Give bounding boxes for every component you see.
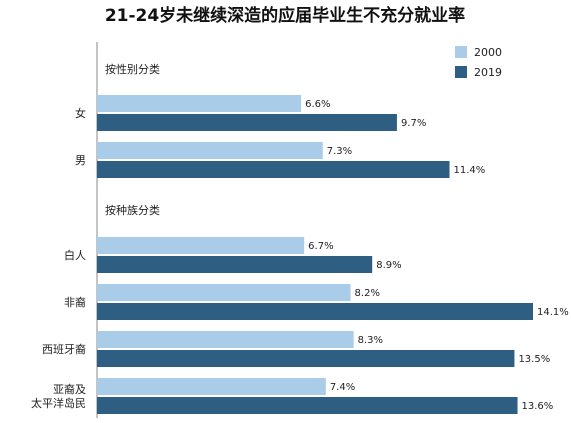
legend-swatch-2000 <box>455 46 467 58</box>
bar-2019 <box>97 256 373 273</box>
value-label: 8.3% <box>358 335 383 346</box>
bar-2000 <box>97 331 354 348</box>
legend: 2000 2019 <box>455 46 502 79</box>
value-label: 6.6% <box>305 99 330 110</box>
category-label: 太平洋岛民 <box>31 396 86 410</box>
legend-label-2019: 2019 <box>474 66 502 79</box>
bar-2000 <box>97 378 326 395</box>
bars: 6.6% 9.7% 7.3% 11.4% 6.7% 8.9% 8.2% 14.1% 8.3% 13… <box>97 95 569 414</box>
legend-label-2000: 2000 <box>474 46 502 59</box>
bar-2019 <box>97 397 518 414</box>
value-label: 8.9% <box>376 260 401 271</box>
value-label: 8.2% <box>355 288 380 299</box>
chart-title: 21-24岁未继续深造的应届毕业生不充分就业率 <box>105 5 465 26</box>
category-label: 西班牙裔 <box>42 342 86 356</box>
value-label: 7.3% <box>327 146 352 157</box>
bar-2019 <box>97 114 397 131</box>
bar-2000 <box>97 95 302 112</box>
bar-2000 <box>97 142 323 159</box>
bar-2019 <box>97 350 515 367</box>
bar-2019 <box>97 303 533 320</box>
bar-2019 <box>97 161 450 178</box>
value-label: 13.6% <box>522 401 554 412</box>
value-label: 11.4% <box>454 165 486 176</box>
category-label: 女 <box>75 106 86 120</box>
category-label: 男 <box>75 154 86 167</box>
legend-swatch-2019 <box>455 66 467 78</box>
value-label: 14.1% <box>537 307 569 318</box>
value-label: 6.7% <box>308 241 333 252</box>
bar-2000 <box>97 284 351 301</box>
category-label: 亚裔及 <box>53 382 86 396</box>
category-label: 白人 <box>64 248 86 262</box>
value-label: 13.5% <box>518 354 550 365</box>
value-label: 7.4% <box>330 382 355 393</box>
group-label: 按性别分类 <box>105 62 160 76</box>
value-label: 9.7% <box>401 118 426 129</box>
bar-2000 <box>97 237 305 254</box>
group-label: 按种族分类 <box>105 203 160 217</box>
category-label: 非裔 <box>64 295 86 309</box>
